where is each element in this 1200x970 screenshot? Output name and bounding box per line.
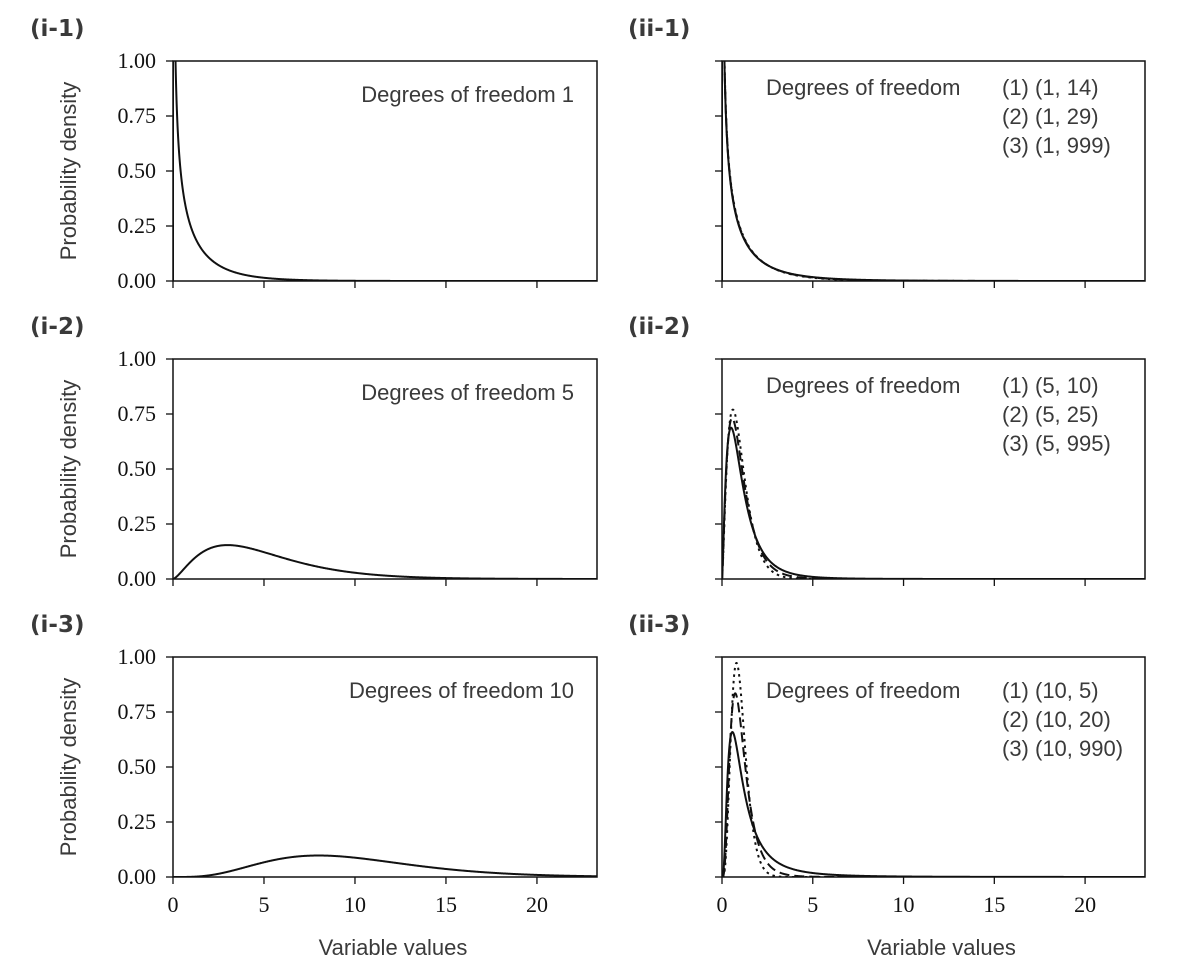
y-tick-label: 0.00 <box>118 566 157 591</box>
series-line-2 <box>722 61 1145 281</box>
x-tick-label: 15 <box>983 892 1005 917</box>
x-tick-label: 5 <box>258 892 269 917</box>
x-axis-label: Variable values <box>319 935 468 960</box>
y-tick-label: 0.25 <box>118 511 157 536</box>
panel-label: (ii-2) <box>628 314 690 340</box>
series-line-1 <box>173 61 597 281</box>
y-axis-label: Probability density <box>56 678 81 857</box>
x-tick-label: 10 <box>344 892 366 917</box>
x-tick-label: 20 <box>526 892 548 917</box>
x-tick-label: 10 <box>893 892 915 917</box>
series-line-3 <box>722 661 1145 877</box>
y-tick-label: 0.00 <box>118 268 157 293</box>
x-tick-label: 15 <box>435 892 457 917</box>
legend-entry: (1) (10, 5) <box>1002 678 1099 703</box>
x-tick-label: 20 <box>1074 892 1096 917</box>
legend-entry: (1) (5, 10) <box>1002 373 1099 398</box>
panel-ii-2: (ii-2) Degrees of freedom (1) (5, 10) (2) (… <box>628 314 1146 586</box>
y-axis-label: Probability density <box>56 380 81 559</box>
x-tick-label: 0 <box>717 892 728 917</box>
legend-entry: (3) (5, 995) <box>1002 431 1111 456</box>
legend-text: Degrees of freedom 1 <box>361 82 574 107</box>
panel-label: (i-3) <box>30 612 84 638</box>
y-tick-label: 1.00 <box>118 346 157 371</box>
y-tick-label: 0.50 <box>118 158 157 183</box>
legend-entry: (3) (10, 990) <box>1002 736 1123 761</box>
y-tick-label: 0.25 <box>118 809 157 834</box>
x-axis-label: Variable values <box>867 935 1016 960</box>
legend-entry: (2) (5, 25) <box>1002 402 1099 427</box>
legend-entry: (1) (1, 14) <box>1002 75 1099 100</box>
legend-text: Degrees of freedom 5 <box>361 380 574 405</box>
legend-text: Degrees of freedom 10 <box>349 678 574 703</box>
panel-ii-3: (ii-3) 0 5 10 15 20 Variable values Degrees of … <box>628 612 1146 960</box>
y-tick-label: 0.00 <box>118 864 157 889</box>
series-line-1 <box>173 544 597 579</box>
series-line-1 <box>173 854 597 877</box>
legend-title: Degrees of freedom <box>766 75 960 100</box>
panel-i-1: (i-1) 1.00 0.75 0.50 0.25 0.00 Probability den… <box>30 16 598 293</box>
x-tick-label: 5 <box>807 892 818 917</box>
legend-entry: (3) (1, 999) <box>1002 133 1111 158</box>
panel-label: (ii-1) <box>628 16 690 42</box>
panel-label: (i-2) <box>30 314 84 340</box>
legend-title: Degrees of freedom <box>766 678 960 703</box>
y-tick-label: 1.00 <box>118 644 157 669</box>
y-tick-label: 1.00 <box>118 48 157 73</box>
y-tick-label: 0.75 <box>118 699 157 724</box>
legend-entry: (2) (10, 20) <box>1002 707 1111 732</box>
x-tick-label: 0 <box>168 892 179 917</box>
panel-ii-1: (ii-1) Degrees of freedom (1) (1, 14) (2) (… <box>628 16 1146 288</box>
y-tick-label: 0.75 <box>118 103 157 128</box>
legend-entry: (2) (1, 29) <box>1002 104 1099 129</box>
panel-label: (ii-3) <box>628 612 690 638</box>
legend-title: Degrees of freedom <box>766 373 960 398</box>
panel-i-2: (i-2) 1.00 0.75 0.50 0.25 0.00 Probability den… <box>30 314 598 591</box>
y-tick-label: 0.50 <box>118 754 157 779</box>
y-tick-label: 0.50 <box>118 456 157 481</box>
panel-i-3: (i-3) 1.00 0.75 0.50 0.25 0.00 0 5 10 15 20 Probabi… <box>30 612 598 960</box>
y-tick-label: 0.75 <box>118 401 157 426</box>
y-axis-label: Probability density <box>56 82 81 261</box>
panel-label: (i-1) <box>30 16 84 42</box>
y-tick-label: 0.25 <box>118 213 157 238</box>
